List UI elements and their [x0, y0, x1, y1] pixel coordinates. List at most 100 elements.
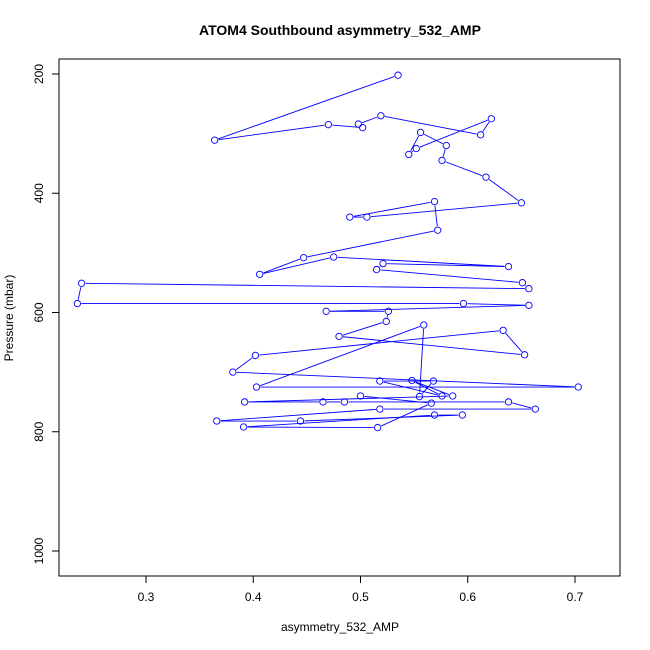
series-segment [434, 205, 438, 227]
x-tick-label: 0.4 [245, 590, 262, 604]
x-tick-label: 0.6 [459, 590, 476, 604]
series-segment [381, 404, 428, 427]
x-tick-label: 0.7 [567, 590, 584, 604]
data-point [358, 124, 367, 132]
data-point [482, 173, 490, 181]
series-segment [77, 287, 82, 300]
series-segment [260, 325, 421, 387]
series-segment [445, 161, 483, 177]
series-segment [482, 121, 490, 132]
data-point [210, 136, 219, 144]
series-segment [307, 230, 434, 258]
series-segment [387, 263, 505, 267]
data-point [438, 392, 446, 400]
series-segment [415, 381, 450, 395]
y-axis-label: Pressure (mbar) [2, 275, 16, 362]
y-tick-label: 800 [32, 421, 46, 441]
data-point [322, 307, 330, 315]
data-point [78, 279, 86, 287]
data-point [229, 368, 237, 376]
series-segment [505, 333, 523, 353]
data-point [335, 332, 343, 340]
data-point [213, 417, 221, 425]
series-segment [384, 116, 477, 135]
data-point [415, 392, 424, 401]
data-point [442, 141, 450, 150]
data-point [458, 411, 467, 419]
data-point [300, 253, 308, 262]
series-segment [361, 116, 378, 124]
data-point [384, 307, 393, 315]
data-point [319, 398, 327, 406]
series-segment [415, 381, 439, 395]
series-segment [332, 124, 359, 128]
y-tick-label: 1000 [32, 537, 46, 564]
data-point [416, 128, 425, 137]
series-segment [248, 395, 449, 403]
data-point [430, 411, 439, 419]
data-point [518, 279, 527, 287]
y-tick-label: 600 [32, 302, 46, 322]
series-markers [73, 71, 582, 432]
data-point [256, 270, 264, 278]
series-segment [512, 402, 532, 409]
data-point [434, 226, 442, 234]
series-segment [337, 256, 505, 267]
series-segment [488, 179, 519, 201]
data-point [574, 383, 582, 391]
series-segment [247, 426, 374, 429]
data-point [520, 351, 529, 359]
data-point [363, 213, 371, 221]
data-point [429, 377, 438, 385]
x-tick-label: 0.5 [352, 590, 369, 604]
data-point [517, 199, 526, 207]
plot-frame [58, 58, 621, 577]
data-point [239, 423, 248, 431]
y-tick-label: 400 [32, 183, 46, 203]
data-point [379, 259, 387, 268]
data-point [487, 115, 495, 123]
series-segment [220, 408, 376, 422]
series-segment [383, 381, 439, 396]
data-point [504, 398, 513, 406]
data-point [430, 197, 439, 206]
data-point [296, 417, 305, 425]
series-segment [411, 150, 414, 153]
data-point [525, 301, 533, 309]
series-segment [235, 357, 253, 371]
series-segment [423, 133, 443, 145]
data-point [376, 377, 384, 385]
data-point [372, 265, 381, 274]
data-point [241, 398, 249, 406]
data-point [405, 150, 413, 159]
data-point [377, 112, 385, 120]
data-point [531, 405, 539, 413]
data-point [73, 299, 82, 308]
x-axis: 0.3 0.4 0.5 0.6 0.7 [138, 575, 584, 604]
data-point [376, 405, 384, 413]
series-segment [379, 265, 381, 268]
data-point [252, 383, 261, 391]
data-point [449, 392, 457, 400]
data-point [525, 284, 533, 293]
data-point [427, 399, 435, 407]
data-point [324, 121, 332, 129]
series-segment [330, 305, 525, 312]
data-point [420, 321, 428, 329]
data-point [374, 423, 382, 432]
series-segment [85, 282, 525, 290]
series-segment [364, 395, 428, 404]
data-point [476, 131, 485, 139]
data-point [382, 317, 390, 326]
x-tick-label: 0.3 [138, 590, 155, 604]
y-tick-label: 200 [32, 64, 46, 84]
series-segment [342, 322, 383, 336]
plot-area [73, 71, 582, 432]
series-segment [218, 124, 325, 141]
data-point [346, 213, 354, 221]
y-axis: 200 400 600 800 1000 [32, 64, 60, 564]
series-segment [467, 303, 525, 306]
data-point [408, 376, 416, 385]
series-segment [380, 269, 519, 283]
